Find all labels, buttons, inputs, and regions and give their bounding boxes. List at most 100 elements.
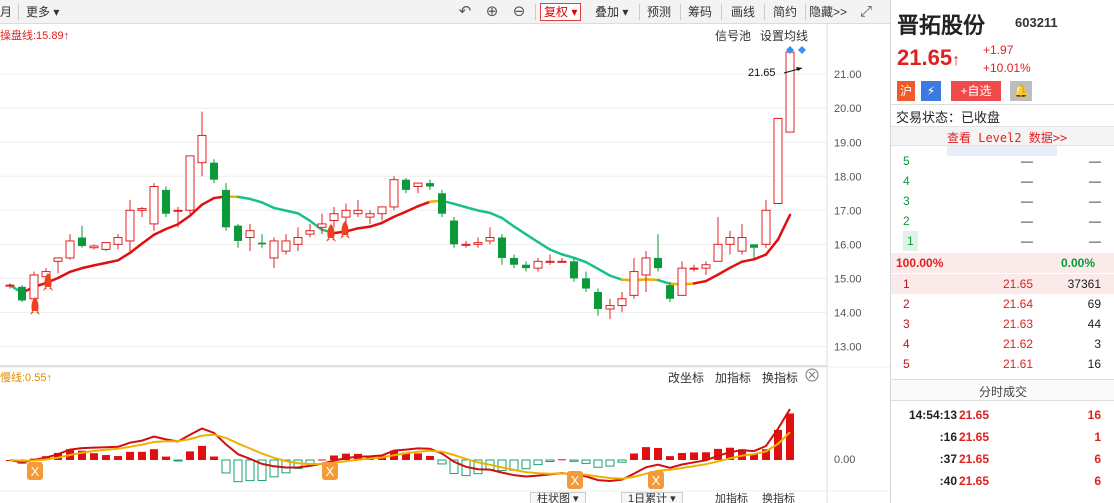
slow-line xyxy=(9,431,791,480)
sell-level-row[interactable]: 1 — — xyxy=(891,231,1114,251)
sell-level-row[interactable]: 3 — — xyxy=(891,191,1114,211)
ma-segment xyxy=(104,259,120,265)
tick-row: :40 21.65 6 xyxy=(891,470,1114,492)
add-watchlist-button[interactable]: +自选 xyxy=(951,81,1001,101)
histogram-bar xyxy=(690,452,698,460)
toolbar-divider xyxy=(535,4,536,20)
price-tick-label: 15.00 xyxy=(834,273,862,285)
cross-signal-icon[interactable]: X xyxy=(648,471,664,489)
zoom-out-icon[interactable]: ⊖ xyxy=(512,3,526,20)
histogram-bar xyxy=(426,455,434,460)
candle xyxy=(498,234,506,265)
more-menu[interactable]: 更多 ▾ xyxy=(26,5,60,19)
buy-level-row[interactable]: 1 21.65 37361 xyxy=(891,274,1114,294)
ma-segment xyxy=(152,227,168,237)
toolbar-divider xyxy=(680,4,681,20)
histogram-bar xyxy=(173,459,183,462)
ma-segment xyxy=(140,233,156,245)
toolbar-divider xyxy=(18,4,19,20)
buy-level-row[interactable]: 2 21.64 69 xyxy=(891,294,1114,314)
zoom-in-icon[interactable]: ⊕ xyxy=(485,3,499,20)
price-tick-label: 14.00 xyxy=(834,307,862,319)
market-badge: 沪 xyxy=(897,81,915,101)
fast-line xyxy=(9,408,791,483)
histogram-bar xyxy=(342,453,350,460)
expand-icon[interactable]: ⤢ xyxy=(859,3,872,20)
kline-chart-area[interactable]: 21.00 20.00 19.00 18.00 17.00 16.00 15.00 14.00… xyxy=(0,24,890,503)
bar-chart-tab[interactable]: 柱状图 ▾ xyxy=(530,492,586,503)
bottom-swap-indicator[interactable]: 换指标 xyxy=(762,493,795,503)
lightning-icon[interactable]: ⚡ xyxy=(921,81,941,101)
candle xyxy=(173,206,183,228)
ma-segment xyxy=(248,197,264,204)
rocket-icon[interactable] xyxy=(43,273,53,291)
add-indicator-button[interactable]: 加指标 xyxy=(715,371,752,385)
candle xyxy=(689,264,699,272)
candle xyxy=(281,234,291,255)
grid-lines xyxy=(0,73,827,347)
book-price: — xyxy=(1021,174,1033,188)
last-price-text: 21.65 xyxy=(748,67,776,79)
histogram-bar xyxy=(330,455,338,460)
stock-name: 晋拓股份 xyxy=(897,14,986,39)
candle xyxy=(210,159,218,184)
hide-button[interactable]: 隐藏>> xyxy=(809,5,848,19)
histogram-bar xyxy=(786,413,794,460)
rocket-icon[interactable] xyxy=(326,224,336,242)
chip-button[interactable]: 筹码 xyxy=(688,5,713,19)
buy-level-row[interactable]: 5 21.61 16 xyxy=(891,354,1114,374)
candle xyxy=(197,111,207,177)
more-label: 更多 xyxy=(26,5,51,19)
candle xyxy=(750,244,758,258)
undo-icon[interactable]: ↶ xyxy=(458,3,472,20)
fuquan-dropdown[interactable]: 复权 ▾ xyxy=(540,3,582,21)
overlay-label: 叠加 xyxy=(595,5,620,19)
sell-level-row[interactable]: 4 — — xyxy=(891,171,1114,191)
overlay-dropdown[interactable]: 叠加 ▾ xyxy=(595,5,629,19)
change-coord-button[interactable]: 改坐标 xyxy=(668,371,705,385)
ma-segment xyxy=(260,201,276,210)
price-tick-label: 17.00 xyxy=(834,205,862,217)
ma-segment xyxy=(644,278,660,282)
histogram-bar xyxy=(533,459,543,466)
signal-diamond-icon[interactable] xyxy=(798,46,806,54)
draw-line-button[interactable]: 画线 xyxy=(731,5,756,19)
tick-price: 21.65 xyxy=(959,430,990,444)
predict-button[interactable]: 预测 xyxy=(647,5,672,19)
candle xyxy=(641,251,651,292)
ma-segment xyxy=(692,279,708,285)
accumulate-tab[interactable]: 1日累计 ▾ xyxy=(621,492,683,503)
histogram-bar xyxy=(762,449,770,460)
signal-diamond-icon[interactable] xyxy=(786,46,794,54)
book-volume: — xyxy=(1089,154,1101,168)
bottom-add-indicator[interactable]: 加指标 xyxy=(715,493,748,503)
signal-pool-button[interactable]: 信号池 xyxy=(715,29,752,43)
sell-level-row[interactable]: 2 — — xyxy=(891,211,1114,231)
histogram-bar xyxy=(257,459,267,481)
buy-level-row[interactable]: 4 21.62 3 xyxy=(891,334,1114,354)
swap-indicator-button[interactable]: 换指标 xyxy=(762,371,799,385)
candle xyxy=(545,254,555,265)
ma-segment xyxy=(524,233,540,244)
close-icon[interactable] xyxy=(805,368,819,382)
stock-price: 21.65↑ xyxy=(897,45,960,71)
cross-signal-icon[interactable]: X xyxy=(27,462,43,480)
sell-level-row[interactable]: 5 — — xyxy=(891,151,1114,171)
level2-link[interactable]: 查看 Level2 数据>> xyxy=(947,131,1068,145)
set-ma-button[interactable]: 设置均线 xyxy=(760,29,809,43)
cross-signal-icon[interactable]: X xyxy=(322,462,338,480)
ma-segment xyxy=(488,211,504,220)
cross-signal-icon[interactable]: X xyxy=(567,471,583,489)
rocket-icon[interactable] xyxy=(30,297,40,315)
tick-row: :16 21.65 1 xyxy=(891,426,1114,448)
candle xyxy=(293,227,303,252)
period-tab-month[interactable]: 月 xyxy=(0,5,13,19)
candle xyxy=(485,227,495,245)
candle xyxy=(389,176,399,211)
simple-mode-button[interactable]: 简约 xyxy=(773,5,798,19)
book-volume: 16 xyxy=(1087,357,1101,371)
bell-icon[interactable]: 🔔 xyxy=(1010,81,1032,101)
rocket-icon[interactable] xyxy=(340,221,350,239)
buy-level-row[interactable]: 3 21.63 44 xyxy=(891,314,1114,334)
toolbar-divider xyxy=(805,4,806,20)
